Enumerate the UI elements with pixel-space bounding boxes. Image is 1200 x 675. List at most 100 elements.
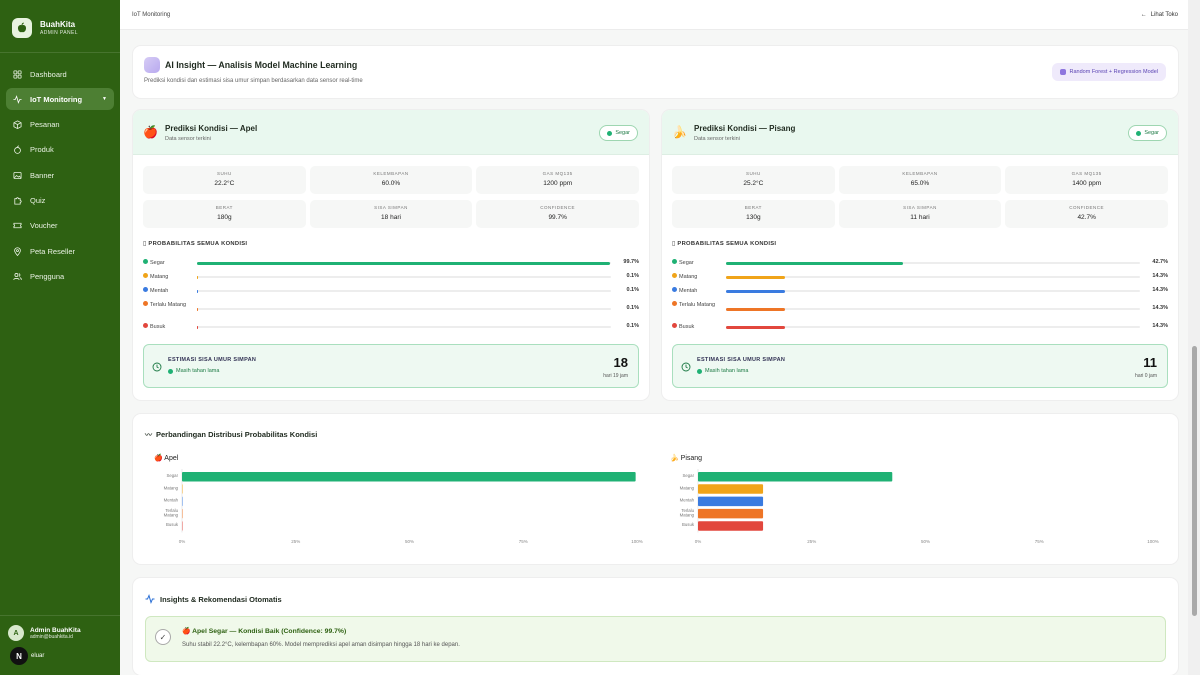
sidebar-item-produk[interactable]: Produk	[6, 139, 114, 161]
view-shop-link[interactable]: ← Lihat Toko	[1141, 12, 1178, 18]
sidebar-item-quiz[interactable]: Quiz	[6, 189, 114, 211]
cpu-icon	[1059, 69, 1066, 75]
metric-label: CONFIDENCE	[1069, 205, 1105, 210]
probability-label: Matang	[672, 273, 722, 281]
probability-label: Terlalu Matang	[672, 301, 722, 309]
estimate-unit: hari 0 jam	[1135, 373, 1157, 379]
sidebar: BuahKita ADMIN PANEL Dashboard IoT Monit…	[0, 0, 120, 675]
sidebar-item-pengguna[interactable]: Pengguna	[6, 265, 114, 287]
admin-email: admin@buahkita.id	[30, 633, 73, 640]
sidebar-item-pesanan[interactable]: Pesanan	[6, 114, 114, 136]
chevron-down-icon[interactable]: ▼	[102, 96, 107, 103]
brand-name: BuahKita	[40, 20, 76, 29]
metric-value: 60.0%	[381, 180, 401, 187]
sidebar-divider	[0, 52, 120, 53]
admin-name: Admin BuahKita	[30, 626, 81, 634]
probability-bar-track	[726, 275, 1140, 279]
metric-label: BERAT	[744, 205, 762, 210]
status-badge: Segar	[599, 125, 638, 141]
card-title: Prediksi Kondisi — Apel	[165, 124, 258, 133]
activity-icon	[13, 94, 22, 104]
metric-value: 25.2°C	[743, 180, 764, 187]
probability-value: 14.3%	[1152, 287, 1168, 293]
bar-segar	[182, 472, 636, 482]
status-dot-icon	[697, 368, 702, 374]
probability-list: Segar 42.7% Matang 14.3% Mentah 14.3% Terlalu …	[672, 256, 1168, 334]
logout-label: eluar	[31, 653, 45, 659]
check-circle-icon: ✓	[155, 629, 171, 645]
sidebar-item-label: Quiz	[30, 195, 46, 205]
clock-icon	[681, 362, 691, 372]
logout-button[interactable]: N eluar	[0, 641, 120, 671]
probability-title: ▯ PROBABILITAS SEMUA KONDISI	[672, 241, 776, 247]
condition-dot-icon	[143, 287, 148, 292]
recommendations-title-text: Insights & Rekomendasi Otomatis	[160, 594, 282, 604]
comparison-title-text: Perbandingan Distribusi Probabilitas Kon…	[156, 430, 318, 439]
shelf-life-estimate: ESTIMASI SISA UMUR SIMPAN Masih tahan lam…	[143, 344, 639, 388]
arrow-left-icon: ←	[1140, 11, 1147, 18]
brand[interactable]: BuahKita ADMIN PANEL	[0, 0, 120, 44]
metric-label: CONFIDENCE	[540, 205, 576, 210]
probability-value: 14.3%	[1152, 323, 1168, 329]
chart-title: 🍎 Apel	[154, 453, 179, 462]
condition-dot-icon	[143, 259, 148, 264]
metric-kelembapan: KELEMBAPAN 60.0%	[309, 166, 473, 194]
probability-value: 14.3%	[1152, 273, 1168, 279]
tick-label-line: Terlalu	[165, 508, 178, 513]
sidebar-item-label: Pengguna	[30, 271, 65, 281]
probability-label-text: Terlalu Matang	[150, 302, 187, 308]
trend-icon: 〰	[145, 432, 152, 439]
sidebar-footer: A Admin BuahKita admin@buahkita.id N elu…	[0, 615, 120, 675]
sidebar-item-banner[interactable]: Banner	[6, 164, 114, 186]
probability-bar-fill	[726, 325, 786, 329]
probability-title-text: PROBABILITAS SEMUA KONDISI	[677, 241, 777, 247]
sidebar-item-peta-reseller[interactable]: Peta Reseller	[6, 240, 114, 262]
scrollbar-thumb[interactable]	[1192, 346, 1197, 616]
metric-value: 18 hari	[381, 214, 401, 221]
tick-label-line: Terlalu	[681, 508, 694, 513]
condition-dot-icon	[143, 273, 148, 278]
estimate-days: 11	[1143, 355, 1157, 370]
status-badge-label: Segar	[1144, 130, 1159, 136]
condition-dot-icon	[143, 323, 148, 328]
tick-label-line: Matang	[680, 512, 695, 517]
sidebar-item-label: Dashboard	[30, 69, 67, 79]
chart-title-text: Apel	[164, 455, 178, 462]
card-header: 🍎 Prediksi Kondisi — Apel Data sensor terk…	[133, 110, 649, 155]
recommendation-item: ✓ 🍎 Apel Segar — Kondisi Baik (Confidenc…	[145, 616, 1166, 662]
probability-label-text: Matang	[679, 274, 698, 280]
condition-dot-icon	[672, 259, 677, 264]
probability-bar-track	[197, 325, 611, 329]
probability-bar-track	[726, 325, 1140, 329]
brand-subtitle: ADMIN PANEL	[40, 30, 78, 36]
probability-list: Segar 99.7% Matang 0.1% Mentah 0.1% Terlalu Ma…	[143, 256, 639, 334]
metric-confidence: CONFIDENCE 42.7%	[1005, 200, 1168, 228]
probability-title: ▯ PROBABILITAS SEMUA KONDISI	[143, 241, 247, 247]
admin-profile[interactable]: A Admin BuahKita admin@buahkita.id	[0, 616, 120, 641]
topbar: IoT Monitoring ← Lihat Toko	[120, 0, 1188, 30]
condition-dot-icon	[143, 301, 148, 306]
probability-row: Busuk 14.3%	[672, 320, 1168, 334]
model-badge-label: Random Forest + Regression Model	[1069, 69, 1159, 75]
tick-label-category: Matang	[680, 485, 695, 490]
sidebar-item-dashboard[interactable]: Dashboard	[6, 63, 114, 85]
probability-label-text: Mentah	[679, 288, 698, 294]
card-subtitle: Data sensor terkini	[165, 136, 211, 142]
probability-label: Busuk	[672, 323, 722, 331]
tick-label-category: Busuk	[166, 522, 179, 527]
metric-value: 42.7%	[1077, 214, 1096, 221]
recommendation-headline-text: Apel Segar — Kondisi Baik (Confidence: 9…	[192, 628, 347, 635]
tick-label-category: Mentah	[680, 498, 695, 503]
map-pin-icon	[14, 246, 21, 256]
bar-segar	[698, 472, 893, 482]
metric-confidence: CONFIDENCE 99.7%	[476, 200, 639, 228]
status-dot-icon	[168, 368, 173, 374]
sidebar-item-iot-monitoring[interactable]: IoT Monitoring ▼	[6, 88, 114, 111]
scrollbar-track[interactable]	[1188, 0, 1200, 675]
condition-dot-icon	[672, 287, 677, 292]
activity-icon	[145, 594, 155, 604]
bar-mentah	[698, 496, 764, 507]
estimate-label: ESTIMASI SISA UMUR SIMPAN	[697, 357, 786, 363]
sidebar-item-voucher[interactable]: Voucher	[6, 215, 114, 237]
status-dot-icon	[607, 130, 613, 136]
